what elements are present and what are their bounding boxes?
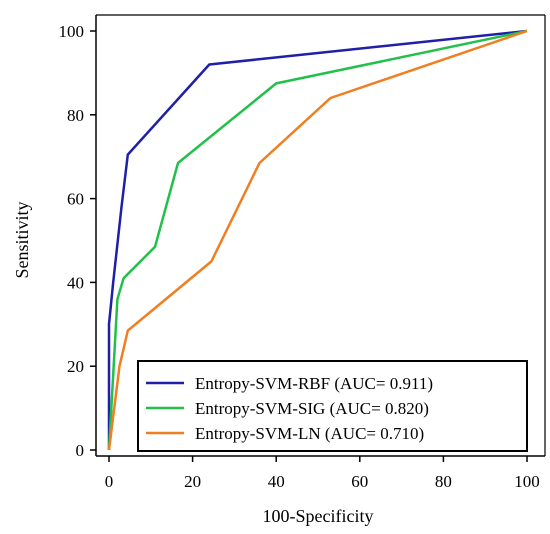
- x-tick-label-0: 0: [105, 472, 114, 491]
- y-tick-label-2: 40: [67, 273, 84, 292]
- legend-items: Entropy-SVM-RBF (AUC= 0.911) Entropy-SVM-…: [146, 374, 433, 443]
- series-line-3: [107, 29, 528, 451]
- x-tick-label-4: 80: [435, 472, 452, 491]
- series-line-2: [107, 29, 528, 451]
- legend-label-2: Entropy-SVM-SIG (AUC= 0.820): [195, 399, 429, 418]
- series-line-1: [107, 29, 528, 450]
- x-tick-label-5: 100: [514, 472, 540, 491]
- y-tick-label-3: 60: [67, 190, 84, 209]
- x-tick-label-1: 20: [184, 472, 201, 491]
- legend-label-3: Entropy-SVM-LN (AUC= 0.710): [195, 424, 424, 443]
- plot-series: [107, 29, 528, 451]
- y-tick-label-1: 20: [67, 357, 84, 376]
- legend-label-1: Entropy-SVM-RBF (AUC= 0.911): [195, 374, 433, 393]
- y-tick-label-4: 80: [67, 106, 84, 125]
- legend: Entropy-SVM-RBF (AUC= 0.911) Entropy-SVM-…: [137, 360, 528, 452]
- x-tick-label-2: 40: [268, 472, 285, 491]
- y-tick-label-5: 100: [59, 22, 85, 41]
- legend-box: [137, 360, 528, 452]
- x-axis-title: 100-Specificity: [263, 506, 374, 526]
- y-tick-label-0: 0: [76, 441, 85, 460]
- x-ticks: 0 20 40 60 80 100: [105, 456, 540, 491]
- y-ticks: 0 20 40 60 80 100: [59, 22, 96, 460]
- x-tick-label-3: 60: [351, 472, 368, 491]
- plot-frame: [95, 14, 546, 457]
- y-axis-title: Sensitivity: [12, 201, 32, 278]
